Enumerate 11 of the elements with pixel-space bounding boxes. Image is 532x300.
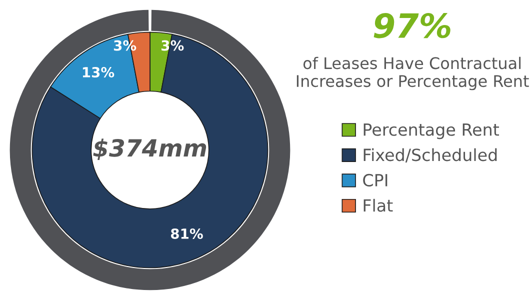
text: of Leases Have Contractual Increases or Percentage Rent <box>296 56 529 90</box>
legend-label: Percentage Rent <box>364 124 499 140</box>
legend-label: Fixed/Scheduled <box>364 148 497 163</box>
legend-label: CPI <box>363 174 388 186</box>
data-label: 13% <box>82 67 114 78</box>
legend-label: Flat <box>364 198 393 212</box>
data-label: 81% <box>170 228 203 239</box>
chart-title: 97% <box>374 12 450 38</box>
data-label: 3% <box>162 40 184 51</box>
text: $374mm <box>93 138 206 160</box>
donut-slice <box>32 34 268 268</box>
